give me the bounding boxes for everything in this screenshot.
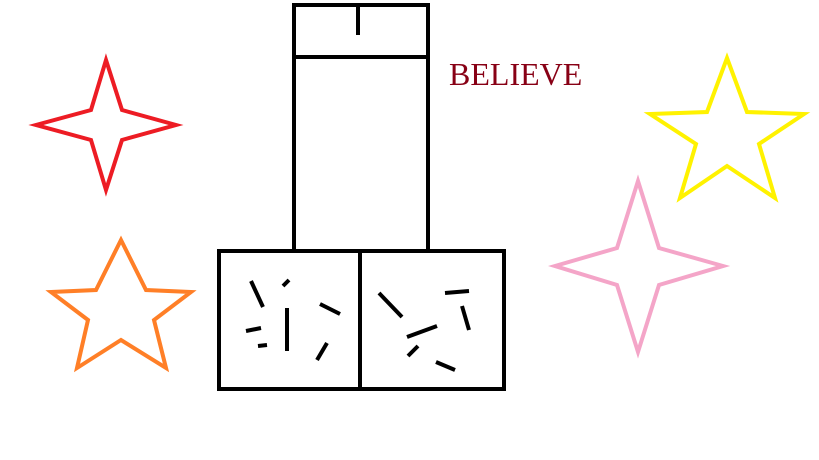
texture-mark (460, 305, 471, 331)
texture-mark (406, 324, 438, 339)
pink-four-point-star-icon (548, 174, 731, 359)
texture-mark (315, 341, 329, 362)
texture-mark (281, 278, 291, 288)
texture-mark (319, 302, 341, 316)
red-four-point-star-icon (28, 53, 184, 197)
texture-mark (377, 291, 404, 319)
orange-five-point-star-icon (45, 235, 197, 373)
pillar-drawing (217, 3, 506, 391)
yellow-five-point-star-icon (643, 52, 811, 203)
texture-mark (245, 326, 262, 333)
believe-text: BELIEVE (449, 56, 583, 92)
texture-mark (435, 360, 456, 372)
texture-mark (444, 289, 470, 295)
texture-mark (249, 280, 265, 308)
texture-mark (257, 343, 268, 348)
texture-mark (406, 344, 420, 358)
